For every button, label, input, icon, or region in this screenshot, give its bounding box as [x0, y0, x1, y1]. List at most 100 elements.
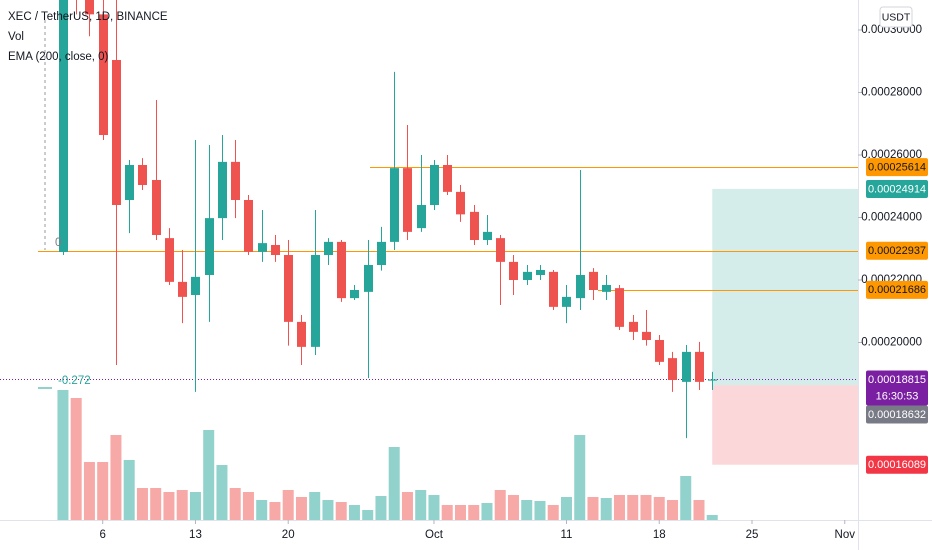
- price-label: 0.00018632: [868, 409, 926, 421]
- candle-body: [191, 276, 200, 295]
- volume-bar: [70, 398, 82, 520]
- volume-bar: [454, 505, 466, 520]
- volume-bar: [560, 497, 572, 520]
- price-label-box: [866, 455, 928, 474]
- volume-bar: [600, 498, 612, 520]
- volume-bar: [666, 500, 678, 520]
- price-label: 0.00025614: [868, 161, 926, 173]
- volume-bar: [441, 505, 453, 520]
- volume-bar: [534, 501, 546, 520]
- volume-bar: [680, 476, 692, 520]
- candle-body: [682, 351, 691, 382]
- volume-bar: [693, 500, 705, 520]
- volume-bar: [468, 505, 480, 520]
- price-label: 0.00021686: [868, 284, 926, 296]
- volume-bar: [507, 495, 519, 520]
- candle-body: [231, 161, 240, 200]
- y-tick-label: 0.00020000: [861, 337, 922, 349]
- candle-body: [364, 265, 373, 292]
- candle-body: [165, 238, 174, 282]
- price-label-box: [866, 179, 928, 198]
- volume-bar: [110, 435, 122, 520]
- volume-bar: [216, 465, 228, 520]
- candle-body: [496, 238, 505, 262]
- price-label-box: [866, 158, 928, 177]
- price-label: 0.00024914: [868, 183, 926, 195]
- candle-body: [642, 331, 651, 340]
- volume-bar: [587, 497, 599, 520]
- price-label-box: [866, 370, 928, 406]
- volume-bar: [627, 495, 639, 520]
- x-tick-label: 13: [189, 529, 202, 541]
- volume-bar: [574, 435, 586, 520]
- candle-body: [178, 281, 187, 297]
- candle-body: [337, 241, 346, 299]
- volume-bar: [269, 502, 281, 520]
- target-zone: [712, 188, 858, 386]
- candle-body: [59, 0, 68, 252]
- candle-body: [509, 261, 518, 280]
- volume-bar: [123, 460, 135, 520]
- candle-body: [218, 161, 227, 219]
- indicator-label: Vol: [8, 31, 24, 43]
- volume-bar: [415, 490, 427, 520]
- candle-body: [695, 351, 704, 382]
- candle-body: [523, 271, 532, 280]
- currency-button[interactable]: [879, 6, 913, 28]
- candle-body: [615, 288, 624, 327]
- volume-bar: [189, 492, 201, 520]
- volume-bar: [428, 495, 440, 520]
- volume-bar: [653, 497, 665, 520]
- volume-bar: [521, 500, 533, 520]
- candle-body: [244, 200, 253, 252]
- plot: [0, 0, 858, 520]
- candle-body: [403, 168, 412, 232]
- candle-body: [668, 358, 677, 380]
- candle-body: [483, 231, 492, 240]
- volume-bar: [203, 430, 215, 520]
- x-tick-label: 6: [99, 529, 105, 541]
- volume-bar: [706, 515, 718, 520]
- volume-bar: [309, 492, 321, 520]
- volume-bar: [322, 500, 334, 520]
- volume-bar: [388, 447, 400, 520]
- volume-bar: [547, 505, 559, 520]
- volume-bar: [229, 488, 241, 520]
- candle-body: [562, 296, 571, 307]
- candle-body: [152, 180, 161, 235]
- x-tick-label: Oct: [425, 529, 444, 541]
- volume-bar: [640, 495, 652, 520]
- candle-body: [576, 275, 585, 299]
- y-tick-label: 0.00024000: [861, 212, 922, 224]
- x-tick-label: 11: [561, 529, 573, 541]
- candle-body: [297, 321, 306, 347]
- volume-bar: [362, 510, 374, 520]
- indicator-label: EMA (200, close, 0): [8, 51, 109, 63]
- candle-body: [443, 165, 452, 192]
- candle-body: [138, 165, 147, 185]
- volume-bar: [83, 462, 95, 520]
- currency-label[interactable]: USDT: [882, 11, 911, 23]
- volume-bar: [97, 462, 109, 520]
- candle-body: [112, 60, 121, 205]
- volume-bar: [176, 490, 188, 520]
- volume-bar: [348, 505, 360, 520]
- candle-body: [549, 271, 558, 307]
- price-label: 0.00018815: [868, 374, 926, 386]
- volume-bar: [481, 503, 493, 520]
- candle-body: [602, 285, 611, 292]
- volume-bar: [136, 488, 148, 520]
- candle-body: [324, 241, 333, 255]
- candle-body: [99, 14, 108, 135]
- price-label-box: [866, 280, 928, 299]
- candle-body: [390, 168, 399, 242]
- volume-bar: [494, 490, 506, 520]
- candle-body: [430, 165, 439, 205]
- fib-label: -0.272: [58, 375, 91, 387]
- price-label: 0.00016089: [868, 459, 926, 471]
- candle-body: [629, 321, 638, 332]
- candle-body: [258, 243, 267, 252]
- volume-bar: [242, 492, 254, 520]
- candle-body: [417, 205, 426, 229]
